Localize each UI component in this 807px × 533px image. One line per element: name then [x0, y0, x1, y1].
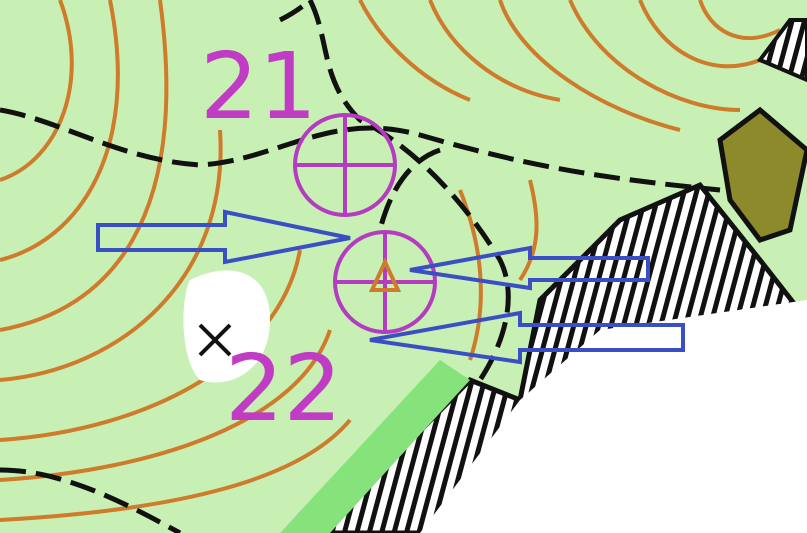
paths: [0, 0, 721, 533]
arrows: [96, 209, 685, 365]
white-area: [420, 300, 807, 533]
cross: [198, 323, 232, 357]
contours: [0, 0, 781, 522]
hatch-top: [756, 18, 807, 83]
control-number: 22: [225, 335, 342, 442]
building-area: [717, 106, 807, 243]
control-circles: [293, 113, 437, 334]
control-number: 21: [200, 33, 317, 140]
green-strip: [280, 360, 470, 533]
